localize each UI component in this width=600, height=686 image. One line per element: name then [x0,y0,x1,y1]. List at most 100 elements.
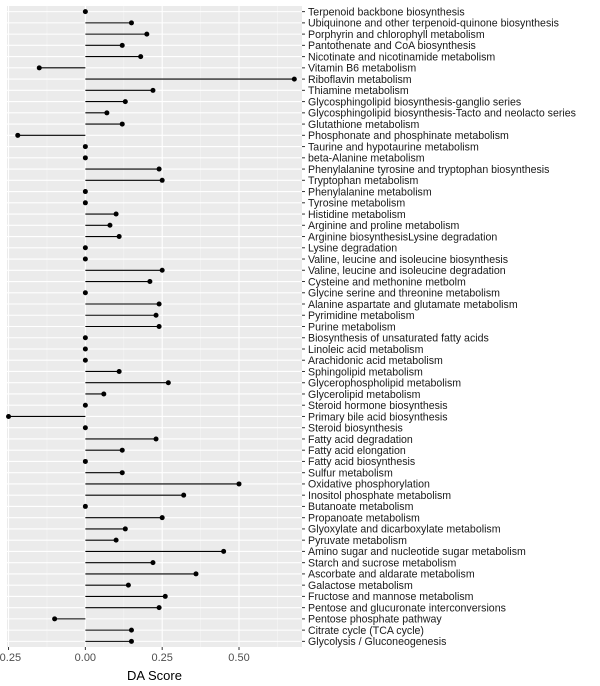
category-label: Ubiquinone and other terpenoid-quinone b… [308,18,559,30]
category-label: Pentose and glucuronate interconversions [308,602,506,614]
x-tick-label: 0.00 [75,652,96,664]
x-tick-label: 0.50 [228,652,249,664]
category-label: Histidine metabolism [308,209,406,221]
lollipop-point [156,324,162,329]
lollipop-point [159,515,165,521]
lollipop-point [82,256,88,262]
category-label: Phosphonate and phosphinate metabolism [308,130,509,142]
lollipop-point [113,211,119,217]
lollipop-point [119,42,125,48]
lollipop-point [82,503,88,509]
lollipop-point [82,346,88,352]
lollipop-point [122,99,128,105]
lollipop-point [128,627,134,633]
lollipop-point [122,526,128,532]
category-label: Riboflavin metabolism [308,74,412,86]
lollipop-point [82,245,88,251]
category-label: Citrate cycle (TCA cycle) [308,625,424,637]
lollipop-point [82,290,88,296]
category-label: Butanoate metabolism [308,501,414,513]
category-label: Phenylalanine metabolism [308,186,432,198]
lollipop-point [156,605,162,611]
lollipop-point [156,301,162,307]
category-label: Arginine and proline metabolism [308,220,460,232]
lollipop-point [125,582,131,588]
category-label: Steroid hormone biosynthesis [308,400,448,412]
category-label: Alanine aspartate and glutamate metaboli… [308,299,518,311]
lollipop-point [101,391,107,397]
category-label: Glycerolipid metabolism [308,389,421,401]
category-label: Pantothenate and CoA biosynthesis [308,40,476,52]
lollipop-point [116,234,122,240]
category-label: Valine, leucine and isoleucine biosynthe… [308,254,508,266]
lollipop-point [165,380,171,386]
category-label: Nicotinate and nicotinamide metabolism [308,51,495,63]
category-label: Inositol phosphate metabolism [308,490,451,502]
category-label: Oxidative phosphorylation [308,479,430,491]
lollipop-point [150,87,156,93]
lollipop-point [36,65,42,71]
category-label: beta-Alanine metabolism [308,153,425,165]
lollipop-point [144,31,150,37]
lollipop-point [156,166,162,172]
lollipop-point [82,335,88,341]
lollipop-point [236,481,242,487]
lollipop-point [116,368,122,374]
category-label: Thiamine metabolism [308,85,409,97]
x-tick-label: -0.25 [0,652,21,664]
lollipop-point [153,312,159,318]
category-label: Glycosphingolipid biosynthesis-ganglio s… [308,96,521,108]
category-label: Valine, leucine and isoleucine degradati… [308,265,506,277]
lollipop-point [159,267,165,273]
category-label: Fatty acid degradation [308,434,413,446]
lollipop-point [113,537,119,543]
lollipop-point [181,492,187,498]
lollipop-point [107,222,113,228]
category-label: Glycosphingolipid biosynthesis-Tacto and… [308,108,576,120]
category-label: Pentose phosphate pathway [308,614,442,626]
category-label: Galactose metabolism [308,580,413,592]
lollipop-point [82,189,88,195]
category-label: Porphyrin and chlorophyll metabolism [308,29,485,41]
lollipop-point [128,638,134,644]
lollipop-point [119,470,125,476]
category-label: Cysteine and methonine metbolm [308,276,466,288]
category-label: Arachidonic acid metabolism [308,355,443,367]
category-label: Glycolysis / Gluconeogenesis [308,636,446,648]
category-label: Glycerophospholipid metabolism [308,378,461,390]
category-label: Purine metabolism [308,321,396,333]
category-label: Primary bile acid biosynthesis [308,411,448,423]
lollipop-point [104,110,110,116]
category-label: Lysine degradation [308,243,397,255]
lollipop-point [82,357,88,363]
x-tick-label: 0.25 [151,652,172,664]
category-label: Starch and sucrose metabolism [308,557,457,569]
category-label: Propanoate metabolism [308,512,420,524]
category-label: Fatty acid biosynthesis [308,456,415,468]
lollipop-point [153,436,159,442]
category-label: Sulfur metabolism [308,467,393,479]
lollipop-point [82,9,88,15]
lollipop-point [82,155,88,161]
grid-lines [7,6,302,647]
category-label: Tryptophan metabolism [308,175,418,187]
lollipop-point [119,447,125,453]
lollipop-point [150,560,156,566]
lollipop-point [147,279,153,285]
category-label: Phenylalanine tyrosine and tryptophan bi… [308,164,549,176]
lollipop-point [15,132,21,138]
category-label: Arginine biosynthesisLysine degradation [308,231,497,243]
lollipop-point [82,458,88,464]
lollipop-point [82,144,88,150]
lollipop-point [291,76,297,82]
lollipop-point [159,177,165,183]
axis-ticks [302,11,305,642]
lollipop-point [162,593,168,599]
category-label: Glutathione metabolism [308,119,419,131]
lollipop-point [193,571,199,577]
category-label: Tyrosine metabolism [308,198,405,210]
category-label: Glyoxylate and dicarboxylate metabolism [308,524,501,536]
category-labels: Terpenoid backbone biosynthesisUbiquinon… [308,6,576,648]
data-marks [6,9,297,644]
category-label: Fatty acid elongation [308,445,406,457]
